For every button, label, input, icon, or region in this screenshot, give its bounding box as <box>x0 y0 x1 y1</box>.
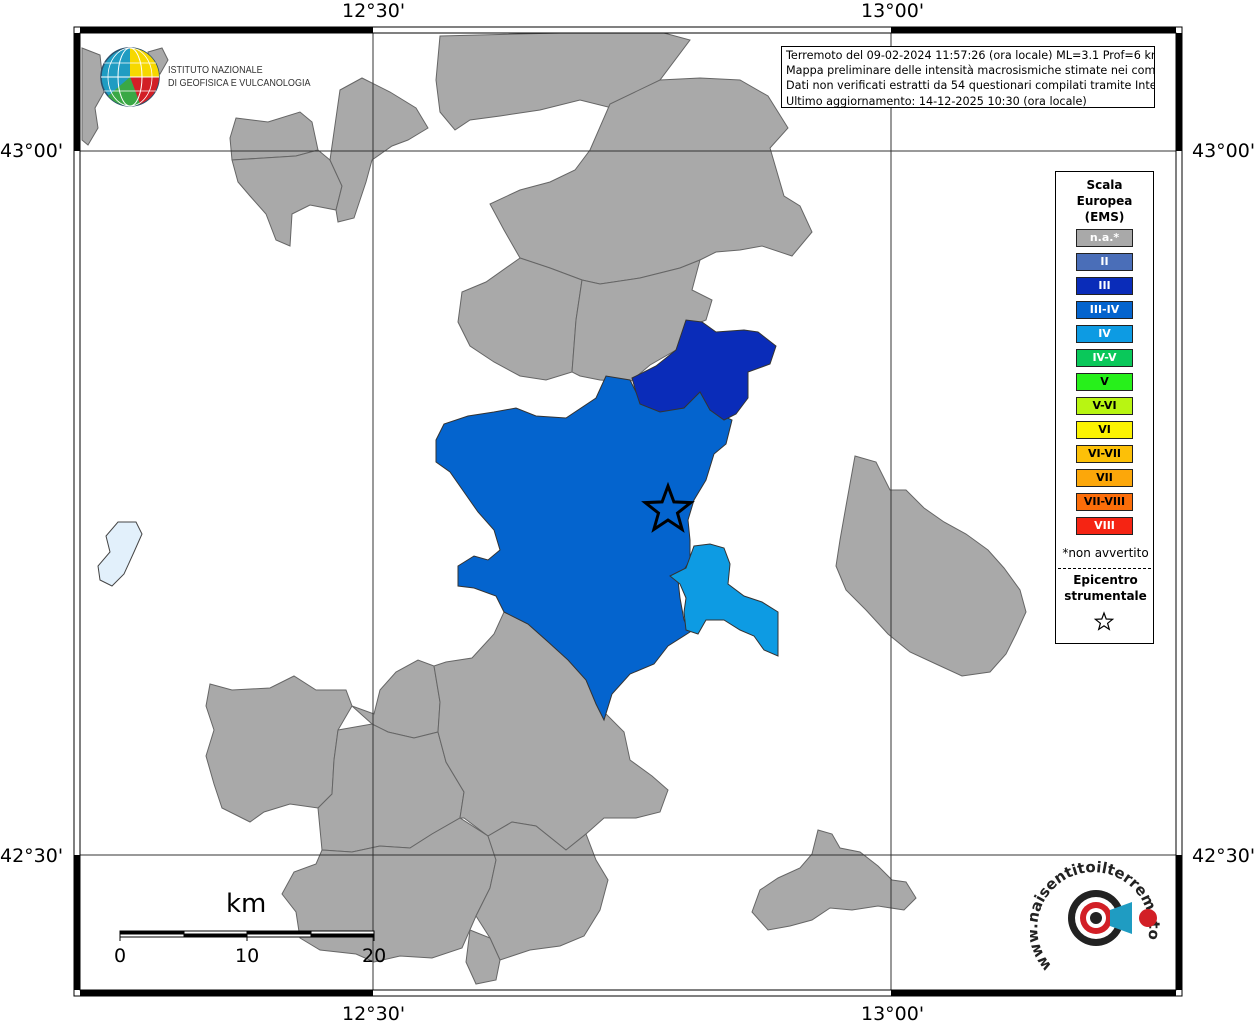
area-iii-iv <box>435 375 733 722</box>
scale-tick-10: 10 <box>235 945 260 967</box>
legend-item: VI-VII <box>1076 445 1133 463</box>
haisentito-logo-icon: www.haisentitoilterremoto.it <box>1030 848 1163 975</box>
legend-separator <box>1058 568 1151 569</box>
area-iv <box>669 543 779 657</box>
event-info-line1: Terremoto del 09-02-2024 11:57:26 (ora l… <box>786 49 1155 62</box>
lon-label-bottom-right: 13°00' <box>861 1003 925 1025</box>
epicenter-star-icon <box>641 481 695 533</box>
municipalities-na <box>81 32 1027 985</box>
legend-item: IV <box>1076 325 1133 343</box>
institute-name: ISTITUTO NAZIONALE DI GEOFISICA E VULCAN… <box>168 64 311 90</box>
scale-tick-20: 20 <box>362 945 387 967</box>
legend-item: VIII <box>1076 517 1133 535</box>
event-info-box: Terremoto del 09-02-2024 11:57:26 (ora l… <box>781 46 1155 108</box>
legend-item: V-VI <box>1076 397 1133 415</box>
legend-item: IV-V <box>1076 349 1133 367</box>
legend-title-line3: (EMS) <box>1084 210 1125 224</box>
ingv-logo-icon <box>100 47 160 107</box>
scale-tick-0: 0 <box>114 945 127 967</box>
lat-label-right-bottom: 42°30' <box>1192 845 1256 867</box>
legend-epicenter-line2: strumentale <box>1064 589 1147 603</box>
scale-unit: km <box>226 889 267 919</box>
event-info-line2: Mappa preliminare delle intensità macros… <box>786 64 1155 78</box>
event-info-line3: Dati non verificati estratti da 54 quest… <box>786 79 1155 93</box>
lat-label-left-bottom: 42°30' <box>0 845 64 867</box>
legend-title-line1: Scala <box>1086 178 1123 192</box>
lat-label-left-top: 43°00' <box>0 140 64 162</box>
institute-line1: ISTITUTO NAZIONALE <box>168 64 263 76</box>
legend-title-line2: Europea <box>1076 194 1133 208</box>
legend-item: n.a.* <box>1076 229 1133 247</box>
lon-label-top-left: 12°30' <box>342 0 406 22</box>
legend-title: Scala Europea (EMS) <box>1056 177 1153 225</box>
lake <box>97 521 143 587</box>
event-info-line4: Ultimo aggiornamento: 14-12-2025 10:30 (… <box>786 94 1087 108</box>
legend-item: VII <box>1076 469 1133 487</box>
legend-item: III-IV <box>1076 301 1133 319</box>
scale-bar <box>119 930 375 941</box>
institute-line2: DI GEOFISICA E VULCANOLOGIA <box>168 77 311 89</box>
legend-item: V <box>1076 373 1133 391</box>
graticule <box>80 33 1176 990</box>
ems-legend: Scala Europea (EMS) n.a.* II III III-IV IV IV… <box>1055 171 1154 644</box>
legend-note: *non avvertito <box>1062 546 1149 560</box>
lon-label-bottom-left: 12°30' <box>342 1003 406 1025</box>
legend-star-icon <box>1093 611 1115 631</box>
legend-item: VII-VIII <box>1076 493 1133 511</box>
lon-label-top-right: 13°00' <box>861 0 925 22</box>
legend-epicenter-label: Epicentro strumentale <box>1056 572 1155 604</box>
legend-item: VI <box>1076 421 1133 439</box>
area-iii <box>631 319 777 421</box>
frame-ticks <box>74 27 1182 996</box>
legend-epicenter-line1: Epicentro <box>1073 573 1138 587</box>
legend-item: III <box>1076 277 1133 295</box>
legend-item: II <box>1076 253 1133 271</box>
lat-label-right-top: 43°00' <box>1192 140 1256 162</box>
